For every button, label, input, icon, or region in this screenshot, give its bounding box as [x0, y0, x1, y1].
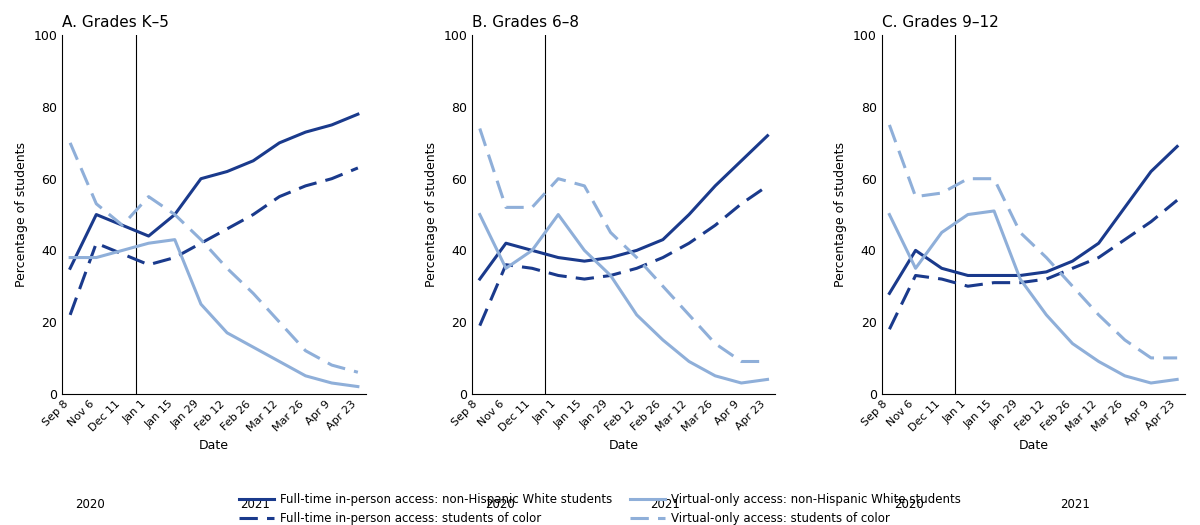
X-axis label: Date: Date — [608, 439, 638, 452]
Text: B. Grades 6–8: B. Grades 6–8 — [472, 15, 578, 30]
Text: 2020: 2020 — [894, 498, 924, 511]
Text: 2021: 2021 — [1060, 498, 1090, 511]
Text: 2021: 2021 — [650, 498, 680, 511]
Text: 2020: 2020 — [485, 498, 515, 511]
Text: C. Grades 9–12: C. Grades 9–12 — [882, 15, 998, 30]
Text: 2020: 2020 — [76, 498, 104, 511]
Legend: Full-time in-person access: non-Hispanic White students, Full-time in-person acc: Full-time in-person access: non-Hispanic… — [234, 488, 966, 525]
Text: 2021: 2021 — [240, 498, 270, 511]
X-axis label: Date: Date — [199, 439, 229, 452]
X-axis label: Date: Date — [1019, 439, 1049, 452]
Text: A. Grades K–5: A. Grades K–5 — [62, 15, 169, 30]
Y-axis label: Percentage of students: Percentage of students — [425, 142, 438, 287]
Y-axis label: Percentage of students: Percentage of students — [834, 142, 847, 287]
Y-axis label: Percentage of students: Percentage of students — [14, 142, 28, 287]
